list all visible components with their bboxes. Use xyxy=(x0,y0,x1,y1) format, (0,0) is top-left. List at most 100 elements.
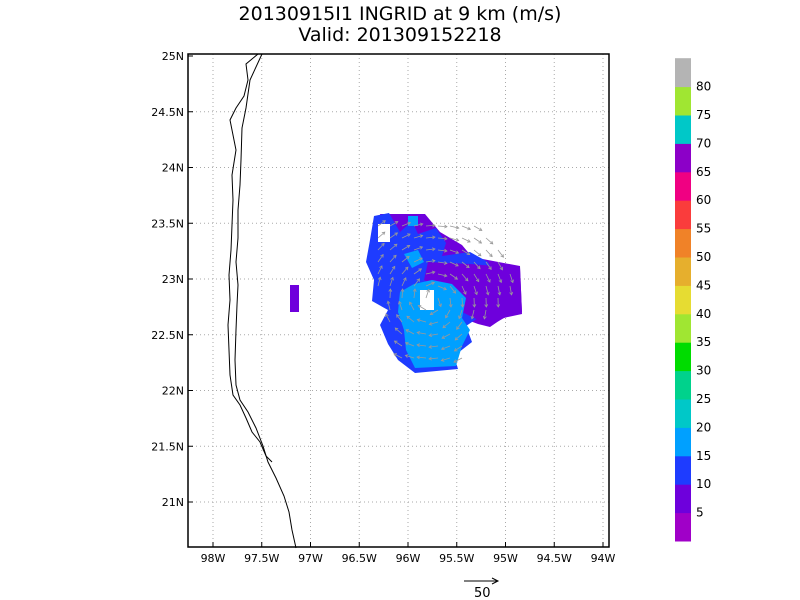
wind-vector-head xyxy=(431,270,436,275)
wind-vector-head xyxy=(487,279,491,283)
wind-vector xyxy=(418,305,427,311)
wind-vector xyxy=(385,313,391,323)
wind-vector-head xyxy=(454,336,459,341)
wind-vector xyxy=(473,225,483,231)
colorbar-swatch xyxy=(675,228,691,258)
wind-vector-head xyxy=(416,343,420,348)
wind-vector xyxy=(406,315,415,323)
wind-vector xyxy=(377,265,383,275)
wind-vector xyxy=(429,357,439,360)
wind-vector xyxy=(441,357,451,362)
wind-vector xyxy=(483,309,487,319)
wind-vector-head xyxy=(500,254,504,258)
wind-vector-head xyxy=(419,245,424,250)
colorbar-swatch xyxy=(675,455,691,485)
wind-vector-head xyxy=(404,266,409,271)
colorbar-label: 70 xyxy=(696,136,711,150)
wind-vector xyxy=(437,249,447,252)
wind-vector-head xyxy=(488,266,492,270)
wind-vector xyxy=(425,236,435,239)
colorbar-swatch xyxy=(675,285,691,315)
wind-vector-head xyxy=(428,333,433,338)
wind-vector-head xyxy=(394,221,399,225)
wind-vector-head xyxy=(467,226,472,231)
wind-vector-head xyxy=(444,236,448,241)
wind-vector-head xyxy=(452,290,457,294)
wind-vectors xyxy=(377,220,514,363)
wind-vector-head xyxy=(460,304,465,308)
wind-vector xyxy=(401,288,403,299)
wind-vector xyxy=(449,273,458,280)
colorbar-label: 30 xyxy=(696,364,711,378)
wind-vector-head xyxy=(407,233,411,237)
wind-vector xyxy=(377,243,385,251)
wind-vector-head xyxy=(454,276,459,280)
wind-vector xyxy=(396,314,403,323)
wind-vector xyxy=(405,329,415,335)
wind-region-lightblue-north xyxy=(404,250,424,268)
lat-tick-label: 25N xyxy=(162,50,184,63)
colorbar-swatch xyxy=(675,399,691,428)
wind-vector xyxy=(461,273,469,282)
wind-vector-head xyxy=(404,354,409,358)
wind-vector xyxy=(377,220,386,227)
wind-vector xyxy=(417,319,427,323)
wind-vector-head xyxy=(419,257,423,261)
wind-vector xyxy=(417,344,427,347)
wind-vector-head xyxy=(444,224,448,229)
wind-vector xyxy=(425,289,430,299)
wind-vector-head xyxy=(426,288,430,293)
wind-vector-head xyxy=(405,329,410,333)
wind-vector-head xyxy=(416,318,421,323)
wind-vector-head xyxy=(391,265,396,270)
colorbar-label: 75 xyxy=(696,108,711,122)
wind-vector-head xyxy=(396,314,400,318)
wind-vector xyxy=(458,309,463,319)
wind-vector-head xyxy=(377,276,382,281)
wind-vector-head xyxy=(448,304,453,308)
wind-vector-head xyxy=(398,300,402,305)
wind-vector xyxy=(442,321,451,329)
wind-vector xyxy=(417,356,427,359)
wind-vector xyxy=(497,273,502,283)
wind-vector xyxy=(449,237,459,241)
wind-vector-head xyxy=(400,288,405,292)
wind-vector xyxy=(461,249,470,255)
wind-vector-head xyxy=(393,353,398,357)
wind-vector xyxy=(394,327,403,335)
wind-vector-head xyxy=(381,231,386,236)
wind-vector-head xyxy=(467,239,471,243)
wind-vector-head xyxy=(432,247,436,252)
wind-vector xyxy=(389,266,396,275)
wind-vector-head xyxy=(431,281,435,286)
wind-vector xyxy=(389,255,397,263)
wind-vector xyxy=(393,353,403,359)
wind-vector xyxy=(425,271,435,275)
wind-vector-head xyxy=(428,356,432,361)
wind-vector xyxy=(441,345,451,350)
map-frame xyxy=(187,53,610,548)
wind-vector-head xyxy=(478,240,483,244)
wind-vector xyxy=(401,266,409,275)
colorbar-label: 50 xyxy=(696,250,711,264)
wind-vector-head xyxy=(418,268,423,272)
wind-vector xyxy=(485,261,492,270)
wind-vector xyxy=(437,237,447,240)
wind-vector xyxy=(413,223,423,227)
wind-vector xyxy=(425,224,436,227)
wind-vector xyxy=(485,273,491,283)
wind-vector xyxy=(413,235,423,239)
wind-vector xyxy=(409,301,415,311)
wind-vector-head xyxy=(477,265,481,270)
lat-tick-label: 21.5N xyxy=(151,440,184,453)
wind-vector-head xyxy=(432,223,436,228)
colorbar: 5 10 15 20 25 30 35 40 45 50 55 60 65 70 75 80 xyxy=(675,58,711,542)
wind-vector xyxy=(429,321,439,325)
wind-vector-head xyxy=(485,291,490,296)
wind-vector xyxy=(377,231,386,239)
wind-vector xyxy=(454,333,463,341)
wind-vector xyxy=(401,277,407,287)
wind-vector-head xyxy=(406,315,411,320)
isolated-wind-patch xyxy=(290,285,299,312)
